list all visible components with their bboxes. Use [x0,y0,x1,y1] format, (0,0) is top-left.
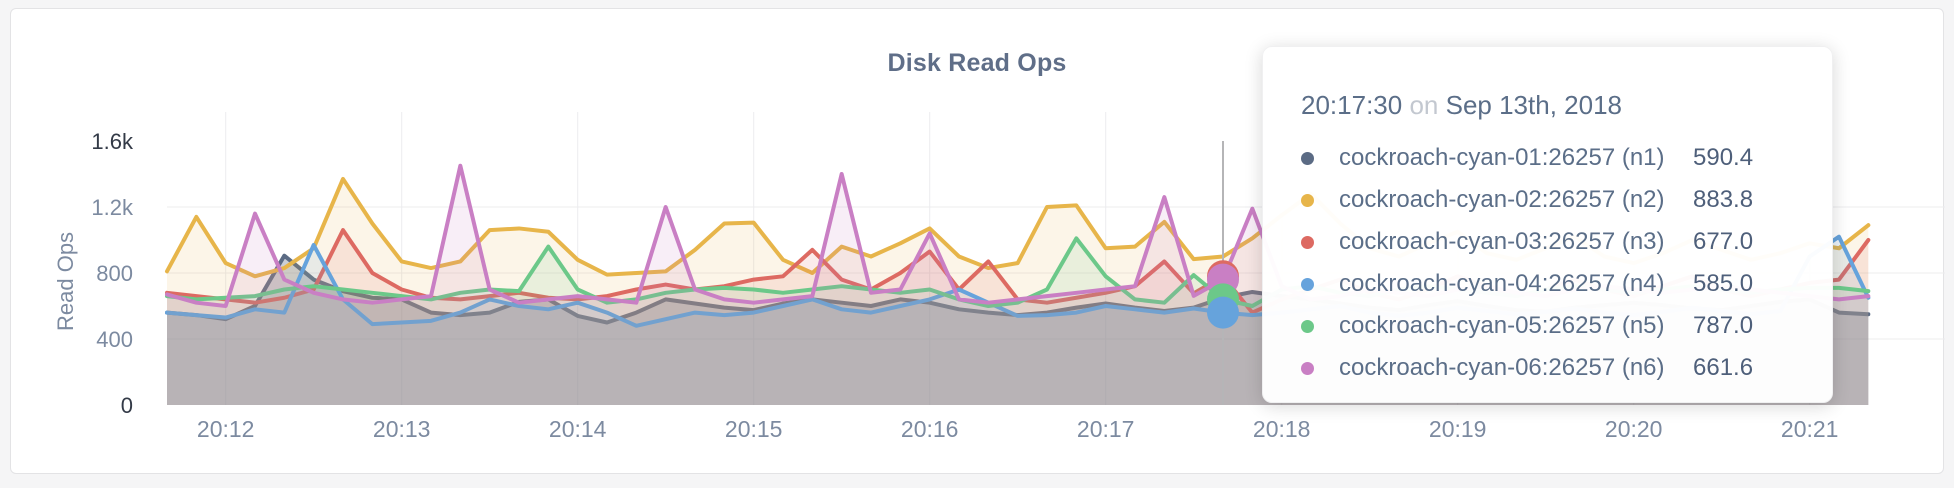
series-name: cockroach-cyan-05:26257 (n5) [1339,312,1665,339]
y-tick-label: 0 [121,393,133,418]
x-tick-label: 20:14 [549,416,607,442]
x-tick-label: 20:16 [901,416,959,442]
series-name: cockroach-cyan-03:26257 (n3) [1339,228,1665,255]
x-tick-label: 20:15 [725,416,783,442]
series-color-dot [1301,193,1314,207]
tooltip-row: cockroach-cyan-06:26257 (n6) 661.6 [1301,347,1798,389]
chart-tooltip: 20:17:30 on Sep 13th, 2018 cockroach-cya… [1262,46,1833,403]
series-color-dot [1301,277,1314,291]
y-tick-label: 1.2k [91,195,134,220]
chart-title: Disk Read Ops [887,49,1067,77]
series-name: cockroach-cyan-01:26257 (n1) [1339,144,1665,171]
x-tick-label: 20:21 [1781,416,1839,442]
y-tick-label: 400 [96,327,133,352]
y-tick-label: 1.6k [91,129,134,154]
tooltip-row: cockroach-cyan-04:26257 (n4) 585.0 [1301,263,1798,305]
x-tick-label: 20:18 [1253,416,1311,442]
series-value: 585.0 [1693,270,1754,297]
tooltip-row: cockroach-cyan-03:26257 (n3) 677.0 [1301,221,1798,263]
hover-dot-n4 [1206,296,1239,329]
tooltip-date: Sep 13th, 2018 [1445,90,1622,120]
series-color-dot [1301,319,1314,333]
tooltip-conjunction: on [1409,90,1439,120]
tooltip-row: cockroach-cyan-02:26257 (n2) 883.8 [1301,179,1798,221]
series-color-dot [1301,361,1314,375]
x-tick-label: 20:12 [197,416,255,442]
y-tick-label: 800 [96,261,133,286]
x-tick-label: 20:17 [1077,416,1135,442]
series-color-dot [1301,235,1314,249]
series-value: 661.6 [1693,354,1754,381]
series-value: 590.4 [1693,144,1754,171]
tooltip-rows: cockroach-cyan-01:26257 (n1) 590.4 cockroa… [1301,137,1798,389]
tooltip-row: cockroach-cyan-01:26257 (n1) 590.4 [1301,137,1798,179]
x-tick-label: 20:19 [1429,416,1487,442]
tooltip-row: cockroach-cyan-05:26257 (n5) 787.0 [1301,305,1798,347]
series-value: 883.8 [1693,186,1754,213]
x-tick-label: 20:20 [1605,416,1663,442]
series-value: 787.0 [1693,312,1754,339]
tooltip-header: 20:17:30 on Sep 13th, 2018 [1301,85,1798,125]
x-tick-label: 20:13 [373,416,431,442]
series-name: cockroach-cyan-02:26257 (n2) [1339,186,1665,213]
series-name: cockroach-cyan-04:26257 (n4) [1339,270,1665,297]
series-name: cockroach-cyan-06:26257 (n6) [1339,354,1665,381]
series-value: 677.0 [1693,228,1754,255]
series-color-dot [1301,151,1314,165]
tooltip-time: 20:17:30 [1301,90,1403,120]
